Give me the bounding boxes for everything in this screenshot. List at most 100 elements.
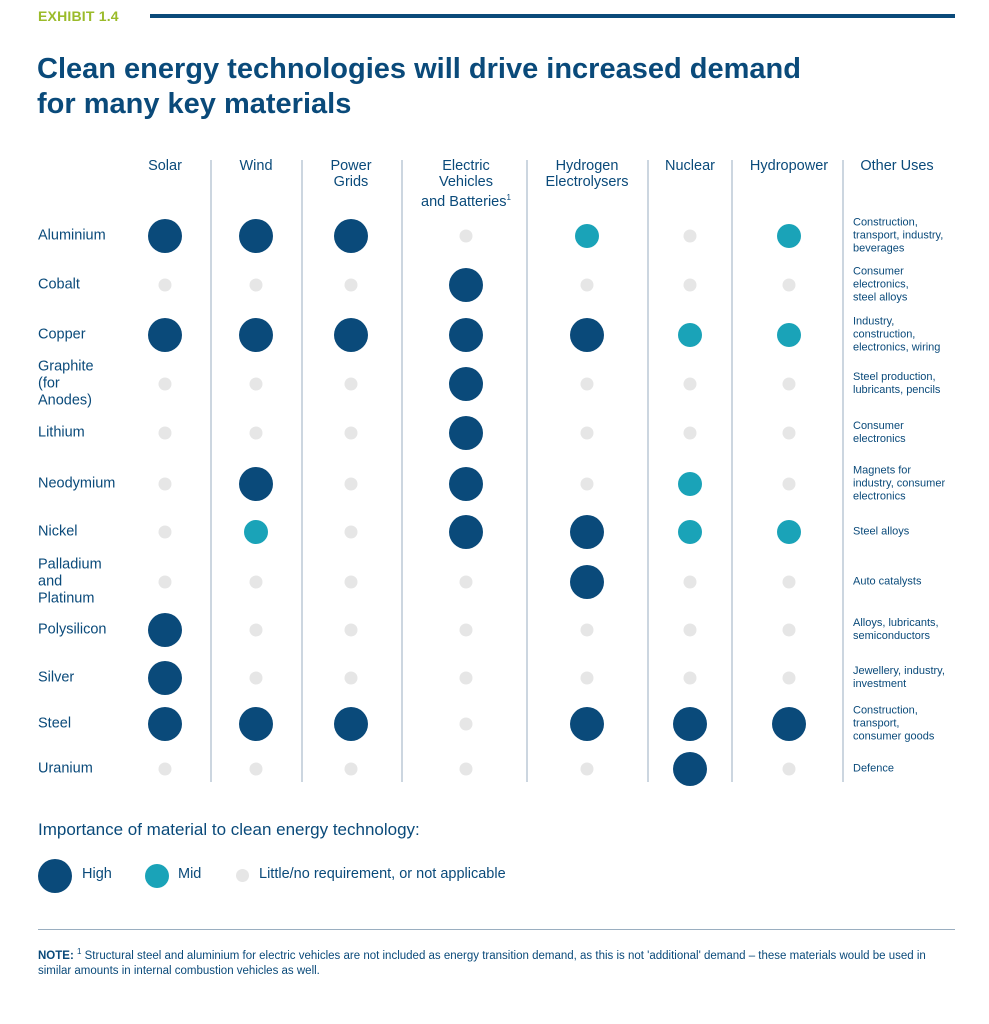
importance-dot-mid	[575, 224, 599, 248]
legend-high-dot	[38, 859, 72, 893]
other-uses-cell: Magnets for industry, consumer electroni…	[853, 464, 946, 503]
importance-dot-mid	[777, 520, 801, 544]
other-uses-cell: Defence	[853, 762, 894, 775]
importance-dot-high	[239, 707, 273, 741]
title-line-1: Clean energy technologies will drive inc…	[37, 53, 801, 85]
legend-title: Importance of material to clean energy t…	[38, 820, 420, 839]
importance-dot-high	[673, 707, 707, 741]
importance-dot-low	[782, 477, 796, 491]
importance-dot-low	[782, 278, 796, 292]
importance-dot-low	[249, 671, 263, 685]
importance-dot-high	[449, 367, 483, 401]
importance-dot-high	[334, 318, 368, 352]
importance-dot-low	[344, 623, 358, 637]
importance-dot-low	[580, 762, 594, 776]
importance-dot-high	[334, 219, 368, 253]
importance-dot-mid	[777, 224, 801, 248]
importance-dot-high	[334, 707, 368, 741]
row-label: Steel	[38, 715, 72, 732]
other-uses-cell: Industry, construction, electronics, wir…	[853, 315, 941, 354]
importance-dot-high	[570, 515, 604, 549]
importance-dot-high	[148, 661, 182, 695]
importance-dot-mid	[678, 323, 702, 347]
importance-dot-high	[772, 707, 806, 741]
row-label: Uranium	[38, 760, 93, 777]
column-header: Hydropower	[749, 158, 829, 174]
importance-dot-low	[344, 762, 358, 776]
importance-dot-low	[782, 426, 796, 440]
importance-dot-low	[683, 671, 697, 685]
importance-dot-high	[239, 467, 273, 501]
importance-dot-low	[782, 762, 796, 776]
row-label: Cobalt	[38, 276, 80, 293]
importance-dot-low	[683, 623, 697, 637]
importance-dot-low	[459, 762, 473, 776]
row-label: Aluminium	[38, 227, 106, 244]
importance-dot-low	[158, 477, 172, 491]
row-label: Polysilicon	[38, 621, 107, 638]
importance-dot-low	[580, 671, 594, 685]
note-divider	[38, 929, 955, 930]
other-uses-cell: Construction, transport, industry, bever…	[853, 216, 944, 255]
importance-dot-low	[580, 623, 594, 637]
importance-dot-mid	[244, 520, 268, 544]
header-rule	[150, 14, 955, 18]
title-line-2: for many key materials	[37, 88, 352, 120]
importance-dot-low	[344, 671, 358, 685]
other-uses-cell: Consumer electronics	[853, 420, 906, 445]
importance-dot-low	[683, 426, 697, 440]
importance-dot-low	[580, 377, 594, 391]
page-title: Clean energy technologies will drive inc…	[37, 52, 917, 122]
other-uses-cell: Steel production, lubricants, pencils	[853, 371, 941, 396]
importance-dot-low	[580, 278, 594, 292]
other-uses-cell: Jewellery, industry, investment	[853, 665, 945, 690]
importance-dot-high	[449, 467, 483, 501]
importance-dot-high	[570, 707, 604, 741]
importance-dot-low	[459, 717, 473, 731]
column-header: Electric Vehicles and Batteries1	[421, 158, 511, 210]
importance-dot-low	[249, 762, 263, 776]
importance-dot-high	[148, 613, 182, 647]
importance-dot-low	[158, 377, 172, 391]
importance-dot-low	[782, 623, 796, 637]
column-header: Wind	[239, 158, 273, 174]
importance-dot-high	[570, 565, 604, 599]
importance-dot-high	[449, 268, 483, 302]
row-label: Lithium	[38, 424, 85, 441]
matrix-graphics	[148, 160, 844, 786]
exhibit-label: EXHIBIT 1.4	[38, 8, 119, 24]
importance-dot-low	[158, 575, 172, 589]
importance-dot-low	[459, 229, 473, 243]
other-uses-cell: Auto catalysts	[853, 575, 922, 588]
importance-dot-low	[249, 377, 263, 391]
importance-dot-high	[673, 752, 707, 786]
importance-dot-high	[148, 318, 182, 352]
importance-dot-high	[449, 515, 483, 549]
importance-dot-high	[449, 416, 483, 450]
legend-low-dot	[236, 869, 249, 882]
column-header: Nuclear	[665, 158, 715, 174]
importance-dot-high	[239, 318, 273, 352]
importance-dot-low	[459, 575, 473, 589]
row-label: Nickel	[38, 523, 78, 540]
importance-dot-low	[580, 426, 594, 440]
importance-dot-low	[344, 426, 358, 440]
importance-dot-low	[158, 762, 172, 776]
other-uses-cell: Consumer electronics, steel alloys	[853, 265, 909, 304]
legend-low-label: Little/no requirement, or not applicable	[259, 866, 506, 882]
legend-mid-label: Mid	[178, 866, 202, 882]
legend-mid-dot	[145, 864, 169, 888]
row-label: Silver	[38, 669, 75, 686]
importance-dot-low	[158, 278, 172, 292]
column-header: Power Grids	[330, 158, 372, 190]
other-uses-cell: Alloys, lubricants, semiconductors	[853, 617, 939, 642]
importance-dot-low	[683, 377, 697, 391]
importance-dot-low	[683, 278, 697, 292]
row-label: Graphite (for Anodes)	[38, 358, 94, 409]
importance-dot-low	[683, 229, 697, 243]
importance-dot-low	[344, 377, 358, 391]
importance-dot-low	[158, 525, 172, 539]
importance-dot-high	[148, 707, 182, 741]
importance-dot-low	[344, 278, 358, 292]
importance-dot-low	[249, 278, 263, 292]
